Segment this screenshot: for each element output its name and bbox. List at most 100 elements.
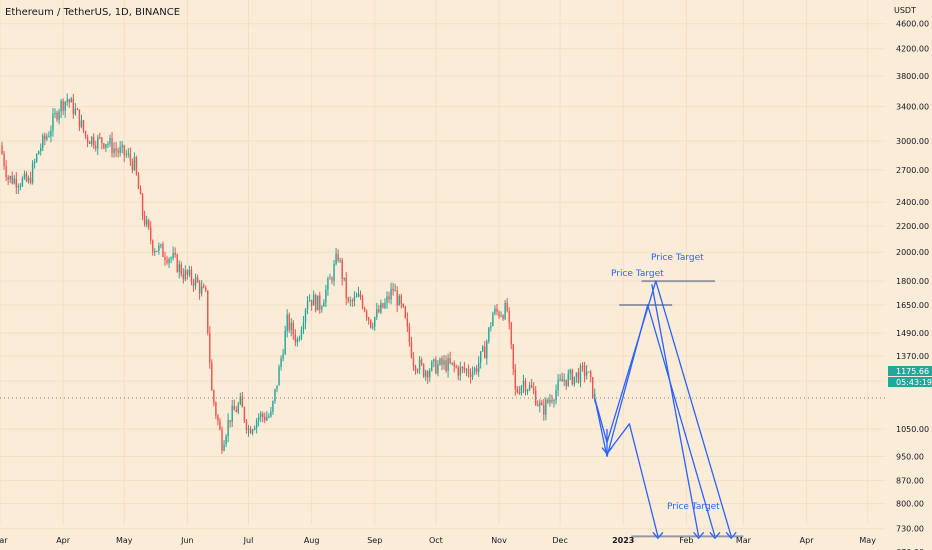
candle-body xyxy=(306,301,309,310)
candle-body xyxy=(414,366,417,371)
price-tick-label: 2700.00 xyxy=(896,166,929,175)
candle-body xyxy=(152,240,154,253)
countdown-badge xyxy=(888,377,932,387)
candle-body xyxy=(559,379,561,381)
candle-body xyxy=(276,385,278,390)
candle-body xyxy=(541,402,543,406)
candle-body xyxy=(46,136,48,140)
candle-body xyxy=(188,269,191,275)
candle-body xyxy=(168,258,170,263)
candle-body xyxy=(484,346,486,359)
candle-body xyxy=(408,326,411,342)
candle-body xyxy=(351,300,354,302)
candle-body xyxy=(359,293,362,298)
candle-body xyxy=(400,295,402,304)
candle-body xyxy=(410,341,413,358)
candle-body xyxy=(221,429,223,451)
candle-body xyxy=(445,360,447,371)
candle-body xyxy=(180,264,182,275)
candle-body xyxy=(139,188,142,195)
candle-body xyxy=(543,405,545,415)
candle-body xyxy=(369,319,372,328)
candle-body xyxy=(392,288,394,291)
candle-body xyxy=(532,387,535,391)
candle-body xyxy=(374,317,376,327)
time-tick-label: Jun xyxy=(180,536,194,545)
candle-body xyxy=(255,420,258,428)
projection-path[interactable] xyxy=(651,284,700,537)
candle-body xyxy=(44,135,46,140)
time-axis[interactable]: Mar Apr May Jun Jul Aug Sep Oct Nov Dec 2023 Feb Mar… xyxy=(0,536,876,545)
candle-body xyxy=(339,260,341,262)
candle-body xyxy=(439,358,441,365)
candle-body xyxy=(92,136,95,147)
candle-body xyxy=(192,281,195,287)
projection-drawing[interactable] xyxy=(594,280,744,540)
candle-body xyxy=(300,329,303,339)
candle-body xyxy=(158,245,160,251)
candle-body xyxy=(292,322,295,335)
candle-body xyxy=(528,385,531,390)
candle-body xyxy=(516,389,519,393)
candle-body xyxy=(290,322,292,331)
candle-body xyxy=(233,405,235,411)
candle-body xyxy=(103,143,105,148)
candle-body xyxy=(200,286,203,294)
candle-body xyxy=(296,338,299,343)
projection-path[interactable] xyxy=(594,304,716,537)
candle-body xyxy=(154,250,156,253)
candle-body xyxy=(121,145,123,148)
candle-body xyxy=(567,373,569,386)
candle-body xyxy=(268,416,270,418)
candle-body xyxy=(37,151,40,155)
candle-body xyxy=(117,150,119,153)
price-tick-label: 1650.00 xyxy=(896,301,929,310)
candle-body xyxy=(522,380,525,387)
candle-body xyxy=(406,317,409,327)
candle-body xyxy=(113,148,115,153)
candle-body xyxy=(217,415,219,422)
candle-body xyxy=(587,371,590,373)
price-tick-label: 670.00 xyxy=(896,548,924,550)
candle-body xyxy=(213,390,215,403)
candle-body xyxy=(506,303,508,311)
candle-body xyxy=(141,194,144,216)
candle-body xyxy=(25,173,28,182)
price-target-label-3: Price Target xyxy=(667,502,720,512)
candle-body xyxy=(477,362,480,372)
price-tick-label: 1050.00 xyxy=(896,425,929,434)
candle-body xyxy=(343,277,345,280)
time-tick-label: Oct xyxy=(429,536,443,545)
countdown-value: 05:43:19 xyxy=(896,378,932,387)
candle-body xyxy=(416,370,419,372)
candle-body xyxy=(86,136,89,142)
candle-body xyxy=(62,100,64,111)
candle-body xyxy=(386,296,388,303)
price-tick-label: 2200.00 xyxy=(896,222,929,231)
candle-body xyxy=(431,361,433,371)
candle-body xyxy=(561,379,563,382)
candle-body xyxy=(420,359,423,365)
candle-body xyxy=(323,302,325,307)
candle-body xyxy=(101,137,103,144)
candle-body xyxy=(13,178,15,184)
candle-body xyxy=(298,338,301,340)
candle-body xyxy=(569,370,572,374)
projection-path[interactable] xyxy=(606,423,659,537)
candle-body xyxy=(259,413,262,417)
candle-body xyxy=(54,112,56,115)
candle-body xyxy=(172,252,174,258)
candle-body xyxy=(182,274,185,280)
projection-path[interactable] xyxy=(594,280,732,537)
candle-body xyxy=(577,372,580,383)
candle-body xyxy=(135,156,138,175)
candle-body xyxy=(162,244,164,257)
candle-body xyxy=(150,227,152,241)
candle-body xyxy=(429,370,431,378)
candle-body xyxy=(388,296,390,300)
candle-body xyxy=(205,287,207,291)
candle-body xyxy=(286,314,288,331)
projection-arrowhead xyxy=(725,531,737,540)
